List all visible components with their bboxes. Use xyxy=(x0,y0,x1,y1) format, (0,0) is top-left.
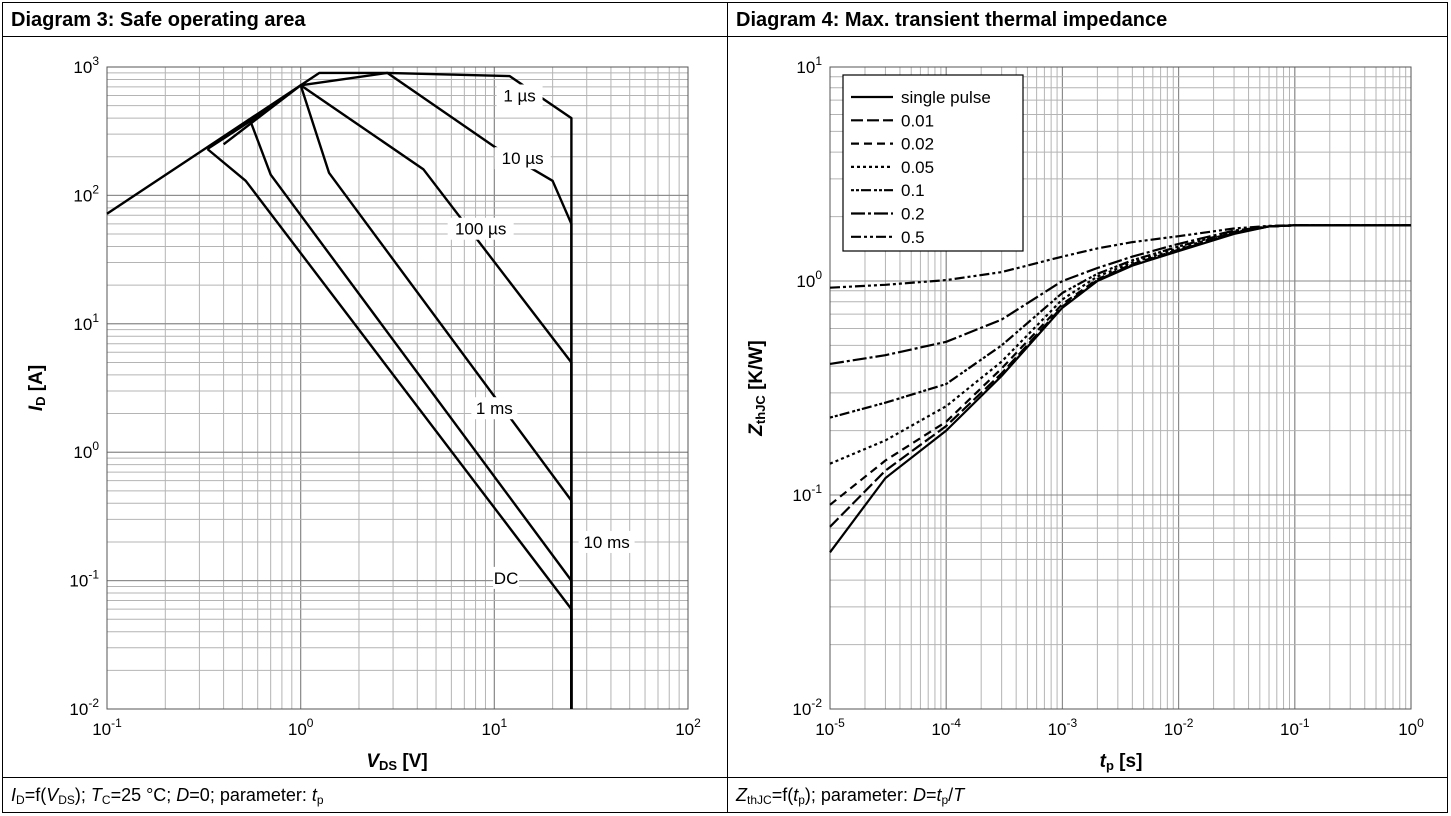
zth-legend-label: 0.02 xyxy=(901,135,934,154)
soa-series-label: 10 ms xyxy=(583,533,629,552)
zth-legend-label: 0.1 xyxy=(901,181,925,200)
zth-y-tick-label: 101 xyxy=(796,54,822,77)
soa-y-tick-label: 101 xyxy=(73,311,99,334)
soa-series-label-bg xyxy=(578,530,635,553)
zth-y-tick-label: 100 xyxy=(796,268,822,291)
zth-y-tick-label: 10-1 xyxy=(792,482,822,505)
soa-y-axis-label: ID [A] xyxy=(26,365,48,411)
diagram-4-title: Diagram 4: Max. transient thermal impeda… xyxy=(736,9,1168,31)
soa-plot-border xyxy=(106,66,689,710)
zth-y-tick-label: 10-2 xyxy=(792,696,822,719)
zth-x-tick-label: 10-3 xyxy=(1048,716,1078,739)
zth-grid xyxy=(829,66,1412,710)
soa-series-label-bg xyxy=(471,397,518,420)
diagram-3-caption: ID=f(VDS); TC=25 °C; D=0; parameter: tp xyxy=(11,785,324,807)
zth-y-axis-label: ZthJC [K/W] xyxy=(746,340,768,436)
soa-series-label: 10 µs xyxy=(502,149,544,168)
zth-x-axis-label: tp [s] xyxy=(1100,751,1143,773)
zth-series-line xyxy=(829,224,1411,365)
soa-series-label-bg xyxy=(493,566,520,589)
title-divider xyxy=(3,36,1447,37)
soa-series-label-bg xyxy=(496,84,543,107)
soa-y-tick-label: 102 xyxy=(73,182,99,205)
soa-y-tick-label: 10-2 xyxy=(69,696,99,719)
soa-x-tick-label: 10-1 xyxy=(92,716,122,739)
soa-series-label: 1 µs xyxy=(503,86,535,105)
zth-series-line xyxy=(829,224,1411,289)
diagram-3-title: Diagram 3: Safe operating area xyxy=(11,9,306,31)
zth-series-line xyxy=(829,224,1411,465)
diagram-4-caption: ZthJC=f(tp); parameter: D=tp/T xyxy=(736,785,965,807)
soa-y-tick-label: 10-1 xyxy=(69,568,99,591)
zth-series-line xyxy=(829,224,1411,419)
zth-legend: single pulse 0.01 0.02 0.05 0.1 0.2 0.5 xyxy=(842,74,1024,252)
soa-x-tick-label: 101 xyxy=(482,716,508,739)
soa-x-tick-label: 100 xyxy=(288,716,314,739)
zth-x-tick-label: 10-5 xyxy=(815,716,845,739)
soa-series-label: 100 µs xyxy=(455,220,506,239)
zth-legend-label: 0.2 xyxy=(901,205,925,224)
soa-series-label: DC xyxy=(494,569,519,588)
zth-x-tick-label: 10-4 xyxy=(931,716,961,739)
soa-x-tick-label: 102 xyxy=(675,716,701,739)
zth-legend-box xyxy=(842,74,1024,252)
zth-legend-label: 0.5 xyxy=(901,228,925,247)
soa-series-line xyxy=(222,84,573,709)
zth-legend-label: 0.05 xyxy=(901,158,934,177)
panel-divider xyxy=(727,3,728,812)
soa-y-tick-label: 103 xyxy=(73,54,99,77)
zth-x-tick-label: 10-1 xyxy=(1280,716,1310,739)
zth-x-tick-label: 100 xyxy=(1398,716,1424,739)
zth-plot-border xyxy=(829,66,1412,710)
caption-divider xyxy=(3,777,1447,778)
zth-x-tick-label: 10-2 xyxy=(1164,716,1194,739)
soa-grid xyxy=(106,66,689,710)
zth-legend-label: 0.01 xyxy=(901,111,934,130)
soa-y-tick-label: 100 xyxy=(73,439,99,462)
soa-series-label-bg xyxy=(494,147,551,170)
soa-x-axis-label: VDS [V] xyxy=(366,751,427,773)
soa-series-line xyxy=(206,148,573,709)
zth-series-line xyxy=(829,224,1411,528)
zth-series-line xyxy=(829,224,1411,553)
soa-series-label-bg xyxy=(447,217,514,240)
zth-legend-label: single pulse xyxy=(901,88,991,107)
soa-series-label: 1 ms xyxy=(476,399,513,418)
